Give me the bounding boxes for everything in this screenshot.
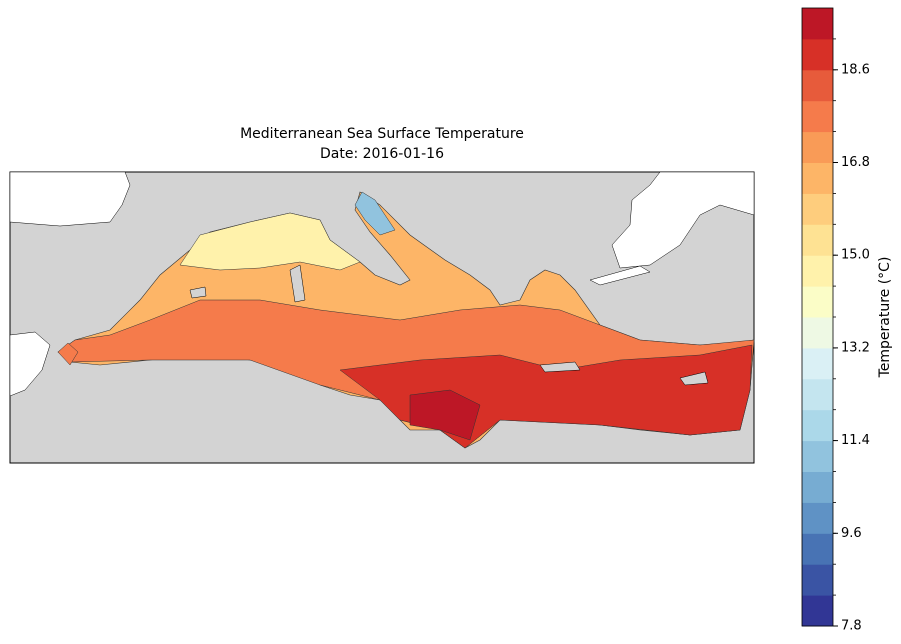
- map-subtitle: Date: 2016-01-16: [320, 146, 444, 162]
- colorbar-band: [802, 69, 833, 102]
- sea-area: [354, 191, 396, 236]
- colorbar-band: [802, 533, 833, 565]
- colorbar-band: [802, 255, 833, 287]
- colorbar-label: Temperature (°C): [877, 257, 893, 379]
- colorbar-band: [802, 8, 833, 40]
- sea-area: [179, 212, 361, 271]
- island: [189, 264, 709, 386]
- colorbar-band: [802, 502, 833, 534]
- colorbar: 7.8 9.6 11.4 13.2 15.0 16.8 18.6: [801, 7, 870, 634]
- colorbar-tick-label: 11.4: [841, 433, 870, 448]
- colorbar-band: [802, 564, 833, 596]
- ocean-region: [9, 171, 131, 227]
- ocean-region: [611, 171, 755, 269]
- colorbar-band: [802, 347, 833, 380]
- colorbar-band: [802, 378, 833, 411]
- colorbar-band: [802, 595, 833, 627]
- colorbar-band: [802, 286, 833, 318]
- ocean-region: [9, 331, 51, 397]
- colorbar-band: [802, 409, 833, 442]
- colorbar-tick-label: 16.8: [841, 155, 870, 170]
- colorbar-band: [802, 131, 833, 163]
- colorbar-tick-label: 13.2: [841, 340, 870, 355]
- colorbar-band: [802, 224, 833, 256]
- colorbar-tick-label: 9.6: [841, 526, 862, 541]
- colorbar-frame: [801, 7, 834, 627]
- ocean-region: [589, 265, 651, 286]
- colorbar-band: [802, 471, 833, 503]
- colorbar-band: [802, 100, 833, 133]
- sea-area: [409, 389, 481, 441]
- map-title: Mediterranean Sea Surface Temperature: [240, 126, 524, 142]
- colorbar-band: [802, 317, 833, 349]
- colorbar-band: [802, 440, 833, 472]
- sea-area: [57, 342, 79, 366]
- colorbar-tick-label: 7.8: [841, 619, 862, 634]
- colorbar-band: [802, 162, 833, 194]
- colorbar-band: [802, 38, 833, 71]
- map: [9, 171, 755, 464]
- colorbar-tick-label: 15.0: [841, 248, 870, 263]
- colorbar-band: [802, 193, 833, 225]
- colorbar-tick-label: 18.6: [841, 62, 870, 77]
